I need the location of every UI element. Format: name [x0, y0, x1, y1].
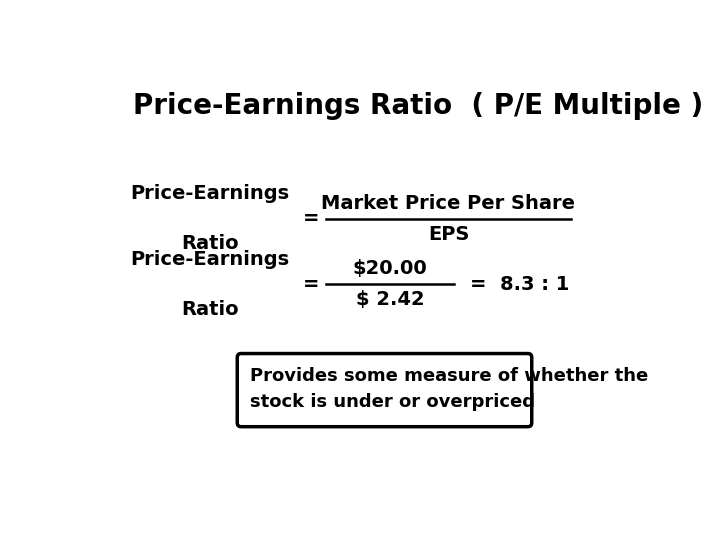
Text: =: =: [302, 275, 319, 294]
FancyBboxPatch shape: [238, 354, 532, 427]
Text: Provides some measure of whether the
stock is under or overpriced: Provides some measure of whether the sto…: [251, 367, 649, 411]
Text: =: =: [302, 210, 319, 228]
Text: $20.00: $20.00: [353, 259, 428, 278]
Text: Price-Earnings Ratio  ( P/E Multiple ): Price-Earnings Ratio ( P/E Multiple ): [132, 92, 703, 120]
Text: EPS: EPS: [428, 225, 469, 244]
Text: Price-Earnings: Price-Earnings: [130, 184, 289, 204]
Text: Price-Earnings: Price-Earnings: [130, 250, 289, 269]
Text: $ 2.42: $ 2.42: [356, 291, 425, 309]
Text: =  8.3 : 1: = 8.3 : 1: [469, 275, 569, 294]
Text: Market Price Per Share: Market Price Per Share: [321, 194, 575, 213]
Text: Ratio: Ratio: [181, 300, 239, 319]
Text: Ratio: Ratio: [181, 234, 239, 253]
